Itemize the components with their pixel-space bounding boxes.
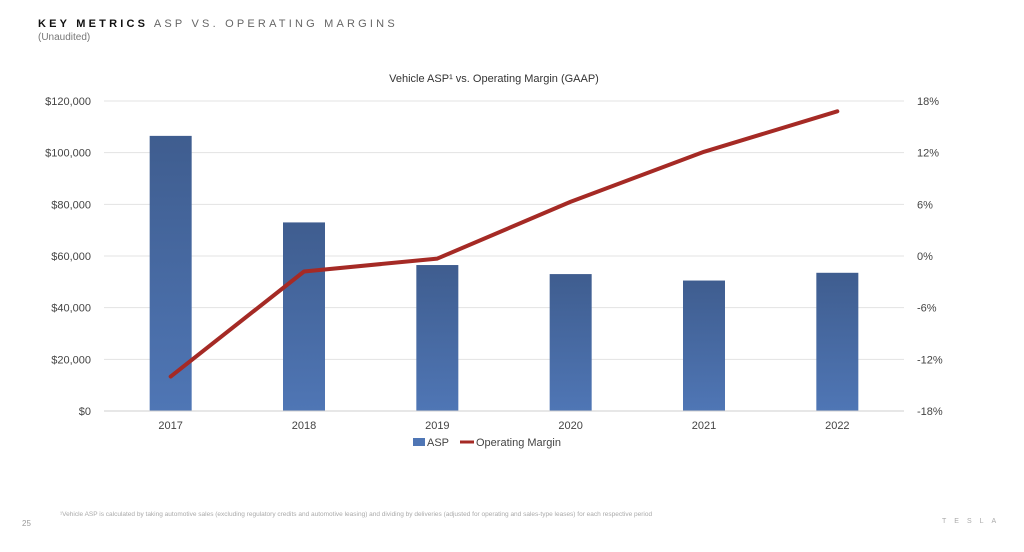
operating-margin-line [168, 109, 840, 379]
axes: $0 $20,000 $40,000 $60,000 $80,000 $100,000 $1… [45, 96, 943, 432]
slide-title-rest: ASP VS. OPERATING MARGINS [153, 18, 398, 30]
asp-bar [549, 274, 592, 411]
asp-bar [416, 265, 459, 411]
legend-asp-swatch [413, 438, 425, 446]
asp-bar [149, 135, 192, 411]
x-tick-label: 2022 [825, 420, 849, 432]
y-left-tick-label: $40,000 [51, 303, 91, 315]
x-tick-label: 2020 [558, 420, 582, 432]
legend-margin-label: Operating Margin [476, 437, 561, 449]
operating-margin-point [836, 110, 838, 112]
brand-logo: TESLA [942, 518, 1005, 525]
asp-bar [683, 280, 725, 411]
asp-bar [283, 222, 325, 411]
y-right-tick-label: 12% [917, 148, 939, 160]
operating-margin-point [570, 201, 572, 203]
x-tick-label: 2021 [692, 420, 716, 432]
page-number: 25 [22, 519, 31, 528]
y-right-tick-label: -6% [917, 303, 937, 315]
y-right-tick-label: -18% [917, 406, 943, 418]
y-left-tick-label: $80,000 [51, 199, 91, 211]
asp-bars [149, 135, 859, 411]
operating-margin-point [703, 151, 705, 153]
slide-subtitle: (Unaudited) [38, 32, 91, 43]
legend-asp-label: ASP [427, 437, 449, 449]
footnote: ¹Vehicle ASP is calculated by taking aut… [60, 511, 653, 518]
asp-vs-margin-chart: Vehicle ASP¹ vs. Operating Margin (GAAP)… [45, 73, 943, 449]
operating-margin-point [436, 258, 438, 260]
y-left-tick-label: $20,000 [51, 354, 91, 366]
y-right-tick-label: 6% [917, 199, 933, 211]
chart-title: Vehicle ASP¹ vs. Operating Margin (GAAP) [389, 73, 599, 85]
y-left-tick-label: $60,000 [51, 251, 91, 263]
slide-title-bold: KEY METRICS [38, 18, 149, 30]
slide-title: KEY METRICS ASP VS. OPERATING MARGINS [38, 18, 398, 30]
x-tick-label: 2019 [425, 420, 449, 432]
y-right-tick-label: -12% [917, 354, 943, 366]
y-left-tick-label: $120,000 [45, 96, 91, 108]
asp-bar [816, 272, 859, 411]
gridlines [104, 100, 904, 412]
operating-margin-point [303, 271, 305, 272]
slide-header: KEY METRICS ASP VS. OPERATING MARGINS (U… [38, 18, 398, 43]
y-right-tick-label: 0% [917, 251, 933, 263]
x-tick-label: 2018 [292, 420, 316, 432]
operating-margin-polyline [168, 109, 840, 379]
operating-margin-point [170, 376, 172, 378]
x-tick-label: 2017 [158, 420, 182, 432]
y-left-tick-label: $100,000 [45, 148, 91, 160]
y-left-tick-label: $0 [79, 406, 91, 418]
y-right-tick-label: 18% [917, 96, 939, 108]
chart-legend: ASP Operating Margin [413, 437, 561, 449]
